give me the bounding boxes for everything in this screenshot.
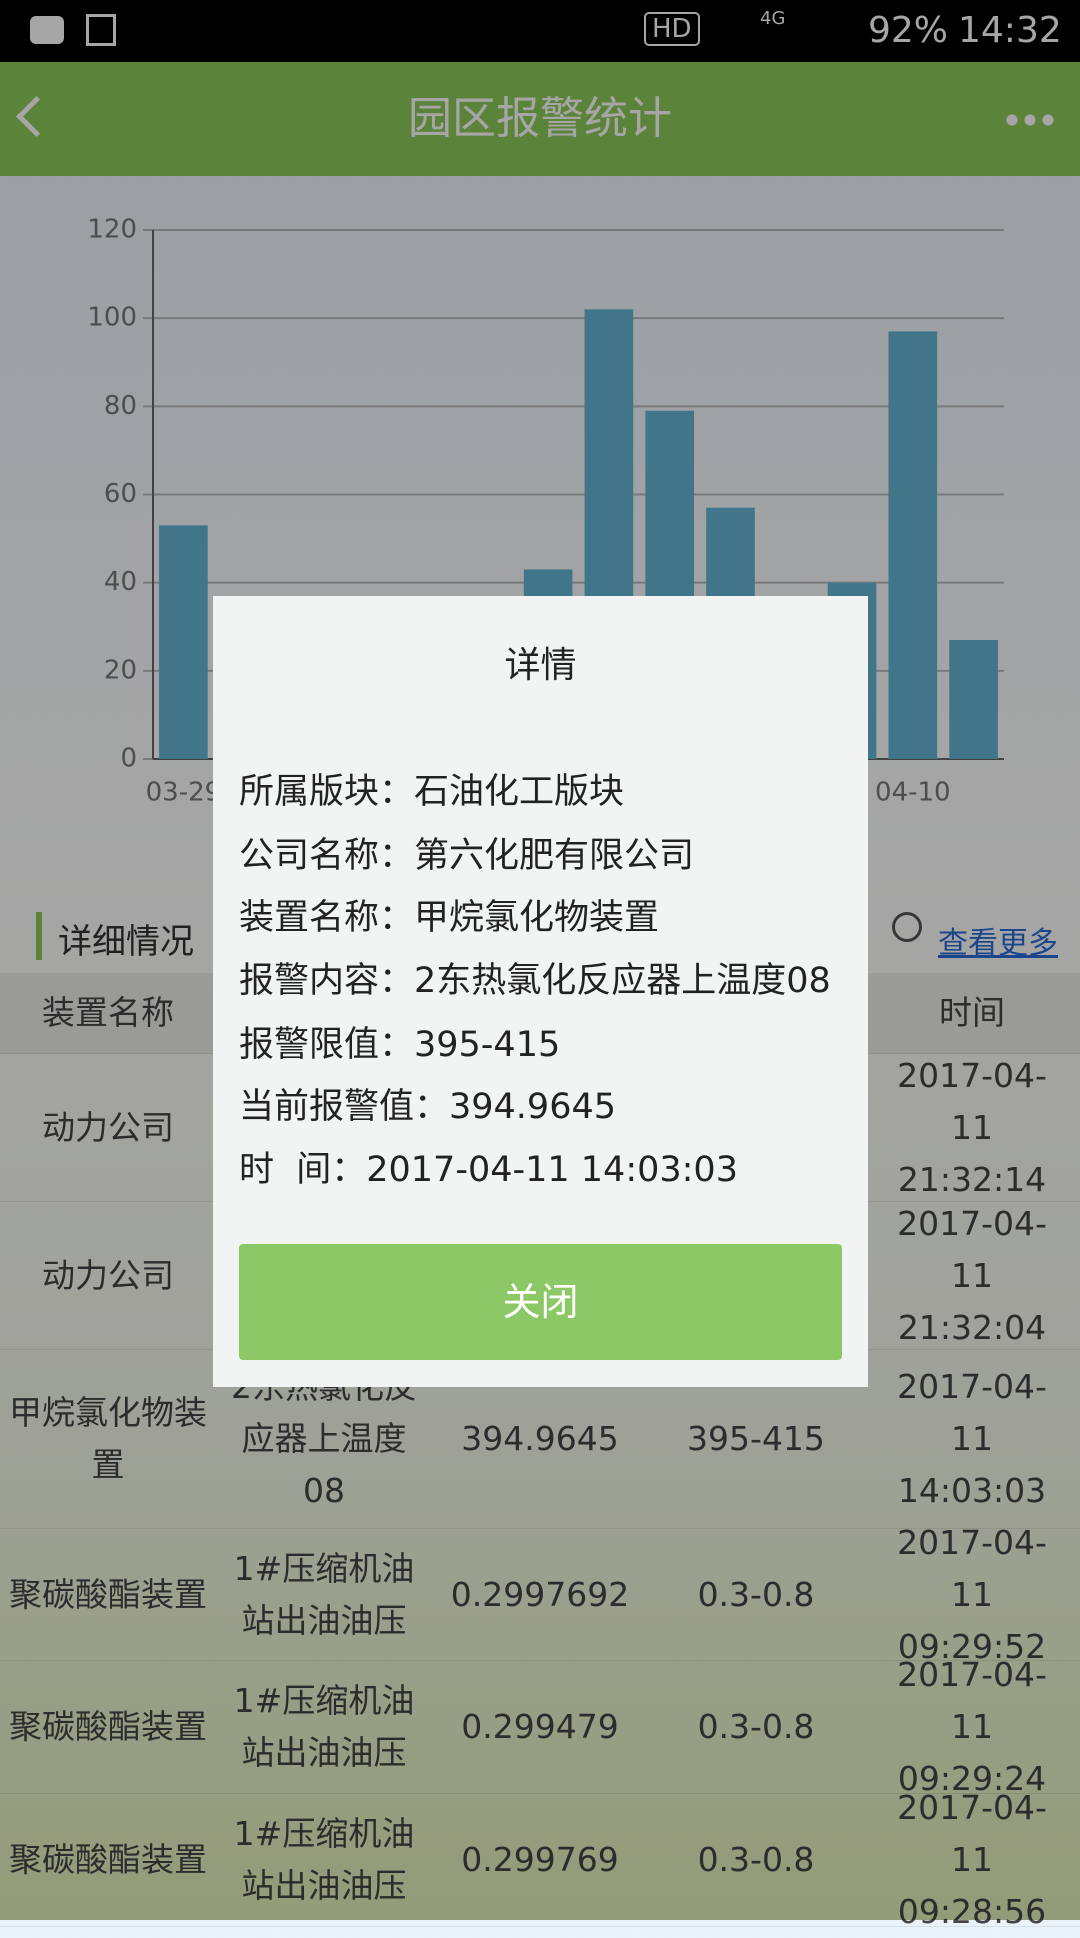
- detail-line: 所属版块：石油化工版块: [239, 772, 625, 812]
- table-row: 聚碳酸酯装置 1#压缩机油站出油油压 0.299479 0.3-0.8 2017-04-…: [0, 1655, 1080, 1798]
- table-cell: 2017-04-11 14:03:03: [897, 1367, 1047, 1510]
- table-cell: 0.299769: [461, 1840, 619, 1879]
- table-cell: 2017-04-11 09:29:24: [897, 1655, 1047, 1798]
- table-cell: 聚碳酸酯装置: [9, 1840, 207, 1879]
- dialog-title: 详情: [504, 645, 577, 686]
- table-cell: 394.9645: [461, 1419, 619, 1458]
- y-tick-label: 100: [87, 303, 137, 333]
- table-cell: 2017-04-11 21:32:14: [897, 1055, 1047, 1199]
- y-tick-label: 40: [104, 567, 137, 597]
- detail-line: 报警内容：2东热氯化反应器上温度08: [239, 961, 831, 1001]
- table-cell: 0.3-0.8: [697, 1574, 815, 1614]
- message-icon: [30, 16, 64, 44]
- x-tick-label: 04-10: [875, 778, 951, 808]
- table-cell: 0.3-0.8: [697, 1707, 815, 1746]
- section-header: 详细情况 查看更多: [0, 900, 1080, 973]
- close-button[interactable]: 关闭: [239, 1244, 842, 1360]
- table-cell: 0.299479: [461, 1707, 619, 1746]
- section-marker: [36, 912, 42, 960]
- clock: 14:32: [958, 10, 1062, 51]
- battery-level: 92%: [868, 10, 949, 51]
- bar: [888, 331, 938, 759]
- table-cell: 甲烷氯化物装置: [9, 1393, 207, 1484]
- table-cell: 2017-04-11 21:32:04: [897, 1203, 1047, 1347]
- image-icon: [86, 14, 116, 46]
- y-tick-label: 0: [120, 744, 137, 774]
- table-cell: 0.2997692: [450, 1574, 630, 1614]
- search-icon: [892, 912, 922, 942]
- table-cell: 动力公司: [42, 1255, 174, 1295]
- status-bar: HD 4G 92% 14:32: [0, 0, 1080, 62]
- hd-icon: HD: [644, 12, 700, 46]
- table-cell: 1#压缩机油站出油油压: [233, 1681, 415, 1772]
- page-title: 园区报警统计: [408, 93, 672, 144]
- table-cell: 1#压缩机油站出油油压: [233, 1548, 415, 1640]
- bar: [159, 525, 208, 759]
- view-more-link[interactable]: 查看更多: [938, 926, 1058, 961]
- y-tick-label: 120: [87, 215, 137, 245]
- more-menu[interactable]: [1003, 114, 1055, 126]
- column-header: 装置名称: [42, 993, 174, 1032]
- y-tick-label: 80: [104, 391, 137, 421]
- table-cell: 2017-04-11 09:29:52: [897, 1522, 1047, 1666]
- detail-line: 装置名称：甲烷氯化物装置: [239, 898, 660, 938]
- detail-line: 当前报警值：394.9645: [239, 1087, 617, 1127]
- table-cell: 聚碳酸酯装置: [9, 1574, 207, 1614]
- detail-line: 公司名称：第六化肥有限公司: [239, 836, 695, 876]
- detail-dialog: 详情 关闭 所属版块：石油化工版块公司名称：第六化肥有限公司 装置名称：甲烷氯化物…: [213, 596, 868, 1387]
- table-cell: 0.3-0.8: [697, 1840, 815, 1879]
- detail-line: 时 间：2017-04-11 14:03:03: [239, 1150, 738, 1190]
- y-tick-label: 60: [104, 479, 137, 509]
- table-row: 聚碳酸酯装置 1#压缩机油站出油油压 0.2997692 0.3-0.8 2017-04…: [0, 1522, 1080, 1666]
- y-tick-label: 20: [104, 655, 137, 685]
- table-cell: 395-415: [687, 1419, 825, 1458]
- section-title: 详细情况: [58, 922, 194, 962]
- app-bar: 园区报警统计: [0, 62, 1080, 176]
- table-cell: 动力公司: [42, 1107, 174, 1147]
- bar: [949, 639, 998, 759]
- table-cell: 聚碳酸酯装置: [9, 1707, 207, 1746]
- x-tick-label: 03-29: [146, 778, 222, 808]
- detail-line: 报警限值：395-415: [239, 1025, 561, 1065]
- network-type: 4G: [760, 8, 786, 29]
- column-header: 时间: [939, 993, 1005, 1032]
- table-cell: 1#压缩机油站出油油压: [233, 1814, 415, 1905]
